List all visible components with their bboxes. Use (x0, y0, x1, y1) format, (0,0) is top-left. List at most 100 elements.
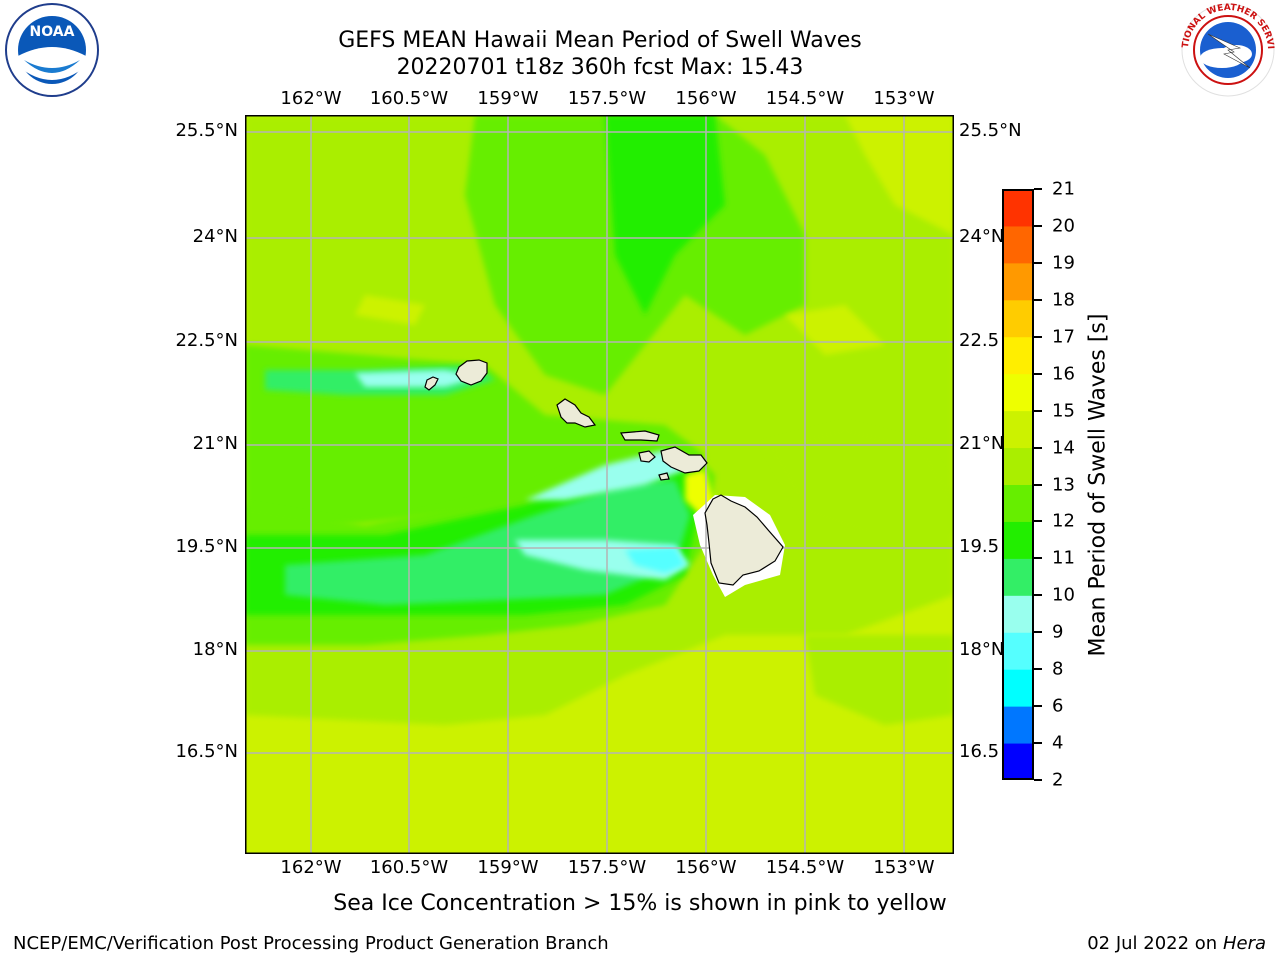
colorbar-tick-mark (1034, 261, 1042, 264)
lon-tick-bottom-4: 157.5°W (567, 857, 647, 878)
colorbar-tick-mark (1034, 705, 1042, 708)
lon-tick-bottom-6: 154.5°W (765, 857, 845, 878)
colorbar-tick-label: 11 (1052, 547, 1075, 569)
colorbar-tick-label: 9 (1052, 621, 1064, 643)
colorbar-tick-mark (1034, 483, 1042, 486)
lat-tick-left-1: 25.5°N (175, 120, 238, 141)
lat-tick-left-7: 16.5°N (175, 741, 238, 762)
nws-logo: NATIONAL WEATHER SERVICE (1174, 0, 1278, 98)
colorbar-tick-label: 10 (1052, 584, 1075, 606)
colorbar-segment (1002, 632, 1034, 670)
lat-tick-left-2: 24°N (192, 226, 238, 247)
map-title-line2: 20220701 t18z 360h fcst Max: 15.43 (396, 55, 804, 80)
sea-ice-caption: Sea Ice Concentration > 15% is shown in … (333, 891, 947, 916)
lat-tick-right-6: 18°N (959, 639, 1005, 660)
lat-tick-right-7: 16.5 (959, 741, 1000, 762)
lon-tick-bottom-2: 160.5°W (369, 857, 449, 878)
lon-tick-top-2: 160.5°W (369, 88, 449, 109)
colorbar-tick-mark (1034, 446, 1042, 449)
map-frame (245, 115, 954, 854)
colorbar-segment (1002, 262, 1034, 301)
colorbar-tick-mark (1034, 520, 1042, 523)
graticule (245, 115, 954, 854)
field-8-9-south (625, 547, 685, 573)
colorbar-tick-label: 18 (1052, 289, 1075, 311)
colorbar-segment (1002, 225, 1034, 264)
footer-date-text: 02 Jul 2022 on (1087, 933, 1223, 954)
footer-date: 02 Jul 2022 on Hera (1087, 933, 1266, 954)
colorbar (1002, 189, 1034, 781)
island-kahoolawe (658, 472, 670, 481)
noaa-logo: NOAA (2, 2, 102, 98)
swell-field (245, 115, 954, 854)
lat-tick-right-1: 25.5°N (959, 120, 1022, 141)
lon-tick-bottom-1: 162°W (280, 857, 342, 878)
colorbar-tick-mark (1034, 557, 1042, 560)
lat-tick-left-3: 22.5°N (175, 330, 238, 351)
lon-tick-top-3: 159°W (477, 88, 539, 109)
colorbar-label: Mean Period of Swell Waves [s] (1085, 313, 1111, 657)
colorbar-segment (1002, 595, 1034, 633)
colorbar-segment (1002, 373, 1034, 412)
lat-tick-left-6: 18°N (192, 639, 238, 660)
lon-tick-bottom-5: 156°W (675, 857, 737, 878)
colorbar-tick-mark (1034, 742, 1042, 745)
colorbar-segment (1002, 336, 1034, 375)
colorbar-frame (1002, 189, 1034, 780)
island-hawaii (704, 494, 784, 586)
colorbar-tick-mark (1034, 372, 1042, 375)
colorbar-tick-mark (1034, 188, 1042, 190)
island-oahu (556, 398, 597, 428)
colorbar-tick-label: 15 (1052, 400, 1075, 422)
islands (424, 359, 784, 586)
lat-tick-left-4: 21°N (192, 433, 238, 454)
field-9-10-channel (525, 450, 685, 500)
colorbar-tick-label: 12 (1052, 510, 1075, 532)
colorbar-segment (1002, 706, 1034, 744)
colorbar-segment (1002, 521, 1034, 559)
colorbar-tick-label: 2 (1052, 769, 1064, 791)
colorbar-tick-label: 14 (1052, 437, 1075, 459)
colorbar-tick-mark (1034, 298, 1042, 301)
colorbar-segment (1002, 743, 1034, 781)
field-14-15-patch-ne (845, 115, 954, 235)
colorbar-tick-label: 6 (1052, 695, 1064, 717)
colorbar-tick-label: 16 (1052, 363, 1075, 385)
colorbar-tick-mark (1034, 631, 1042, 634)
colorbar-tick-mark (1034, 409, 1042, 412)
colorbar-segment (1002, 669, 1034, 707)
lon-tick-top-6: 154.5°W (765, 88, 845, 109)
island-lanai (638, 450, 656, 463)
colorbar-segment (1002, 447, 1034, 485)
colorbar-tick-mark (1034, 224, 1042, 227)
colorbar-tick-label: 8 (1052, 658, 1064, 680)
colorbar-tick-label: 4 (1052, 732, 1064, 754)
colorbar-segment (1002, 299, 1034, 338)
colorbar-tick-label: 20 (1052, 215, 1075, 237)
lat-tick-left-5: 19.5°N (175, 536, 238, 557)
colorbar-tick-label: 21 (1052, 178, 1075, 200)
lat-tick-right-5: 19.5 (959, 536, 1000, 557)
lat-tick-right-2: 24°N (959, 226, 1005, 247)
field-9-10-kauai (355, 370, 480, 387)
colorbar-segment (1002, 558, 1034, 596)
lon-tick-top-5: 156°W (675, 88, 737, 109)
island-maui (660, 446, 708, 474)
swell-period-map (245, 115, 954, 854)
lon-tick-bottom-7: 153°W (873, 857, 935, 878)
field-13-14-se (805, 635, 954, 725)
island-kauai (455, 359, 488, 386)
lon-tick-bottom-3: 159°W (477, 857, 539, 878)
colorbar-tick-mark (1034, 668, 1042, 671)
lon-tick-top-7: 153°W (873, 88, 935, 109)
lat-tick-right-3: 22.5 (959, 330, 1000, 351)
footer-host: Hera (1222, 933, 1266, 954)
lat-tick-right-4: 21°N (959, 433, 1005, 454)
colorbar-tick-label: 17 (1052, 326, 1075, 348)
colorbar-segment (1002, 410, 1034, 449)
field-14-15-patch-a (355, 295, 425, 325)
noaa-logo-text: NOAA (30, 24, 75, 40)
colorbar-tick-mark (1034, 335, 1042, 338)
colorbar-tick-mark (1034, 779, 1042, 781)
footer-producer: NCEP/EMC/Verification Post Processing Pr… (13, 933, 609, 954)
